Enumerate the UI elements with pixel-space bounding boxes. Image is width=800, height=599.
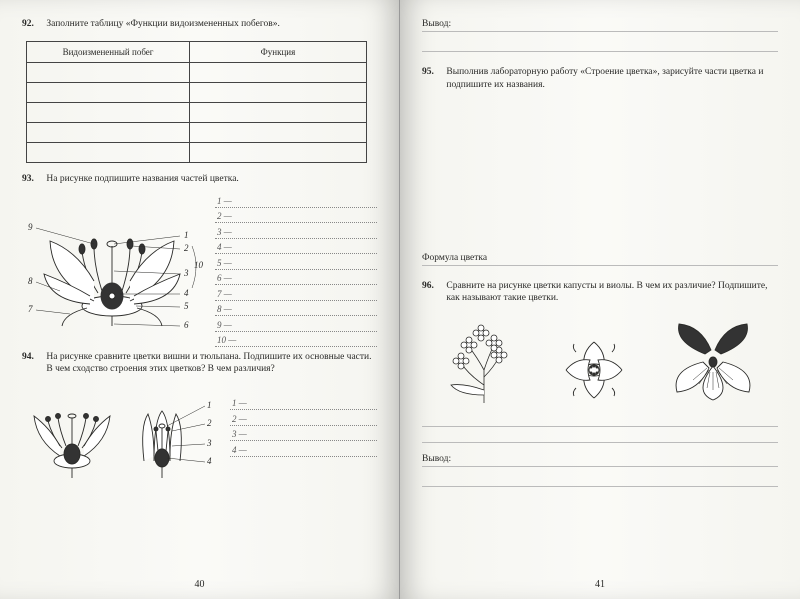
task-93: 93. На рисунке подпишите названия частей… — [22, 173, 377, 186]
cabbage-single-flower-icon — [557, 330, 632, 405]
formula-label: Формула цветка — [422, 252, 487, 265]
task-number: 93. — [22, 173, 44, 186]
writing-lines — [422, 471, 778, 487]
svg-text:7: 7 — [28, 304, 33, 314]
answer-line: 8 — — [215, 304, 377, 316]
writing-lines — [422, 36, 778, 52]
writing-lines-96 — [422, 411, 778, 443]
answer-line: 7 — — [215, 289, 377, 301]
vyvod-label: Вывод: — [422, 453, 451, 466]
svg-text:2: 2 — [207, 418, 212, 428]
answer-lines-93: 1 — 2 — 3 — 4 — 5 — 6 — 7 — 8 — 9 — 10 — — [215, 196, 377, 351]
task-number: 94. — [22, 351, 44, 364]
vyvod-bottom: Вывод: — [422, 453, 778, 467]
task-number: 95. — [422, 66, 444, 79]
svg-text:3: 3 — [183, 268, 189, 278]
table-row — [27, 142, 367, 162]
page-number: 40 — [0, 578, 399, 592]
table-row — [27, 82, 367, 102]
task-95: 95. Выполнив лабораторную работу «Строен… — [422, 66, 778, 92]
viola-flower-icon — [666, 320, 761, 405]
task-92: 92. Заполните таблицу «Функции видоизмен… — [22, 18, 377, 31]
svg-text:4: 4 — [207, 456, 212, 466]
cabbage-flower-icon — [439, 315, 524, 405]
table-header-1: Видоизмененный побег — [27, 41, 190, 62]
svg-text:2: 2 — [184, 243, 189, 253]
answer-line: 3 — — [230, 429, 377, 441]
page-right: Вывод: 95. Выполнив лабораторную работу … — [400, 0, 800, 599]
answer-line: 4 — — [230, 445, 377, 457]
task-number: 96. — [422, 280, 444, 293]
svg-text:5: 5 — [184, 301, 189, 311]
table-header-2: Функция — [190, 41, 367, 62]
svg-text:1: 1 — [207, 400, 212, 410]
table-row — [27, 62, 367, 82]
answer-line: 4 — — [215, 242, 377, 254]
flower-diagram-93: 9 8 7 1 2 3 4 5 6 10 1 — 2 — 3 — 4 — 5 — — [22, 196, 377, 351]
table-row — [27, 122, 367, 142]
task-text: На рисунке подпишите названия частей цве… — [46, 173, 375, 186]
svg-text:4: 4 — [184, 288, 189, 298]
task-text: Сравните на рисунке цветки капусты и вио… — [446, 280, 776, 306]
page-number: 41 — [400, 578, 800, 592]
flower-diagram-94: 1 2 3 4 1 — 2 — 3 — 4 — — [22, 386, 377, 481]
cherry-tulip-icon: 1 2 3 4 — [22, 386, 222, 481]
answer-line: 10 — — [215, 335, 377, 347]
svg-text:3: 3 — [206, 438, 212, 448]
page-left: 92. Заполните таблицу «Функции видоизмен… — [0, 0, 400, 599]
table-row — [27, 102, 367, 122]
vyvod-label: Вывод: — [422, 18, 451, 31]
vyvod-top: Вывод: — [422, 18, 778, 32]
formula-line: Формула цветка — [422, 252, 778, 266]
svg-text:8: 8 — [28, 276, 33, 286]
answer-line: 2 — — [230, 414, 377, 426]
task-text: Выполнив лабораторную работу «Строение ц… — [446, 66, 776, 92]
svg-text:1: 1 — [184, 230, 189, 240]
svg-text:6: 6 — [184, 320, 189, 330]
svg-text:9: 9 — [28, 222, 33, 232]
answer-line: 1 — — [215, 196, 377, 208]
answer-line: 3 — — [215, 227, 377, 239]
answer-line: 5 — — [215, 258, 377, 270]
task-text: Заполните таблицу «Функции видоизмененны… — [46, 18, 375, 31]
flower-row-96 — [422, 315, 778, 405]
answer-line: 2 — — [215, 211, 377, 223]
task-number: 92. — [22, 18, 44, 31]
drawing-area — [422, 102, 778, 252]
task-text: На рисунке сравните цветки вишни и тюльп… — [46, 351, 375, 377]
answer-line: 6 — — [215, 273, 377, 285]
answer-lines-94: 1 — 2 — 3 — 4 — — [230, 386, 377, 460]
svg-text:10: 10 — [194, 260, 204, 270]
task-96: 96. Сравните на рисунке цветки капусты и… — [422, 280, 778, 306]
answer-line: 1 — — [230, 398, 377, 410]
answer-line: 9 — — [215, 320, 377, 332]
table-shoots: Видоизмененный побег Функция — [26, 41, 367, 163]
flower-cross-section-icon: 9 8 7 1 2 3 4 5 6 10 — [22, 196, 207, 341]
task-94: 94. На рисунке сравните цветки вишни и т… — [22, 351, 377, 377]
